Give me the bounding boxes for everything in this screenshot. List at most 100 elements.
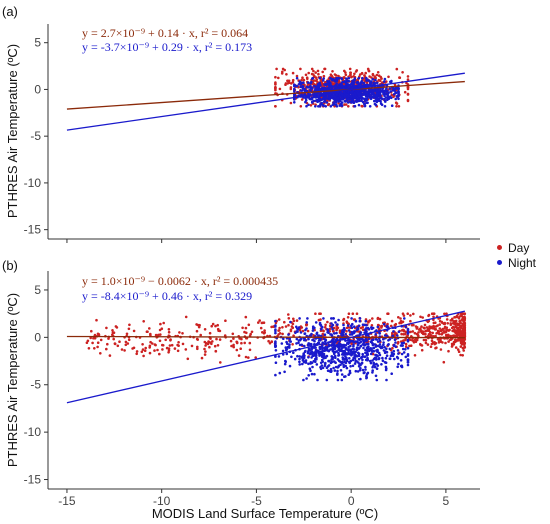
data-point-night (344, 84, 347, 88)
data-point-night (396, 349, 400, 352)
data-point-night (354, 369, 358, 373)
data-point-night (346, 101, 350, 104)
data-point-night (381, 359, 385, 363)
data-point-night (361, 352, 365, 356)
legend-swatch-day (497, 245, 502, 250)
data-point-night (330, 360, 334, 364)
data-point-day (438, 323, 442, 326)
data-point-day (417, 331, 420, 334)
y-tick-label: -10 (24, 176, 42, 190)
data-point-day (156, 348, 159, 352)
data-point-day (132, 346, 136, 350)
data-point-day (459, 353, 462, 357)
data-point-day (364, 71, 368, 75)
data-point-day (176, 349, 180, 353)
data-point-day (462, 319, 466, 323)
x-tick-label: 5 (443, 494, 450, 508)
data-point-night (372, 346, 375, 350)
data-point-day (210, 324, 213, 328)
data-point-day (411, 330, 415, 333)
data-point-night (310, 372, 314, 376)
data-point-day (412, 340, 416, 344)
data-point-day (412, 312, 415, 316)
data-point-day (326, 320, 329, 324)
data-point-day (232, 345, 235, 349)
data-point-night (363, 355, 367, 359)
data-point-day (216, 327, 220, 331)
data-point-night (379, 94, 382, 98)
data-point-day (203, 328, 207, 331)
data-point-night (348, 371, 352, 375)
data-point-night (302, 352, 306, 355)
data-point-night (345, 366, 349, 370)
data-point-day (248, 334, 252, 338)
data-point-night (382, 92, 385, 96)
data-point-night (365, 376, 368, 380)
data-point-day (403, 90, 407, 94)
data-point-night (299, 85, 303, 89)
data-point-night (323, 93, 326, 97)
data-point-night (327, 364, 331, 367)
data-point-day (432, 325, 436, 329)
data-point-day (214, 324, 217, 328)
fit-line-day (66, 335, 465, 339)
x-tick-label: -5 (251, 494, 262, 508)
data-point-night (371, 338, 375, 342)
data-point-day (401, 71, 404, 74)
data-point-night (353, 77, 357, 80)
data-point-day (292, 334, 295, 338)
data-point-night (342, 323, 345, 327)
data-point-night (299, 337, 303, 341)
data-point-day (371, 72, 375, 76)
data-point-night (319, 361, 323, 365)
data-point-day (219, 361, 222, 364)
data-point-day (366, 320, 370, 323)
data-point-night (320, 328, 323, 331)
data-point-day (258, 319, 262, 322)
data-point-day (283, 320, 286, 324)
data-point-night (366, 349, 369, 353)
legend-swatch-night (497, 260, 502, 265)
data-point-day (406, 99, 410, 103)
data-point-night (347, 329, 351, 332)
data-point-night (309, 84, 312, 88)
data-point-night (321, 346, 325, 350)
data-point-day (237, 354, 241, 357)
data-point-day (421, 316, 425, 319)
data-point-day (291, 71, 295, 75)
data-point-night (287, 345, 291, 348)
data-point-night (392, 330, 395, 333)
data-point-night (391, 334, 395, 338)
data-point-day (148, 351, 152, 355)
data-point-night (314, 321, 318, 324)
data-point-night (397, 87, 400, 90)
data-point-day (415, 332, 419, 336)
data-point-day (436, 324, 439, 327)
equation-night-b: y = -8.4×10⁻⁹ + 0.46 · x, r² = 0.329 (82, 289, 252, 303)
data-point-night (303, 87, 307, 91)
data-point-night (339, 363, 342, 367)
data-point-day (289, 101, 293, 105)
data-point-night (366, 358, 369, 362)
data-point-day (376, 317, 380, 321)
data-point-night (369, 348, 372, 351)
data-point-night (317, 334, 321, 337)
data-point-night (400, 364, 404, 368)
data-point-night (393, 343, 396, 347)
data-point-night (340, 84, 344, 88)
data-point-day (277, 318, 281, 321)
data-point-day (463, 333, 466, 336)
data-point-day (355, 312, 359, 316)
data-point-night (371, 359, 374, 362)
data-point-night (382, 337, 385, 341)
data-point-day (307, 71, 311, 75)
data-point-day (244, 326, 248, 330)
data-point-night (288, 364, 292, 368)
data-point-night (392, 349, 396, 353)
data-point-night (350, 333, 354, 336)
data-point-day (435, 332, 438, 335)
data-point-day (438, 319, 442, 323)
data-point-night (349, 344, 352, 348)
data-point-day (399, 317, 402, 320)
data-point-day (442, 360, 446, 364)
